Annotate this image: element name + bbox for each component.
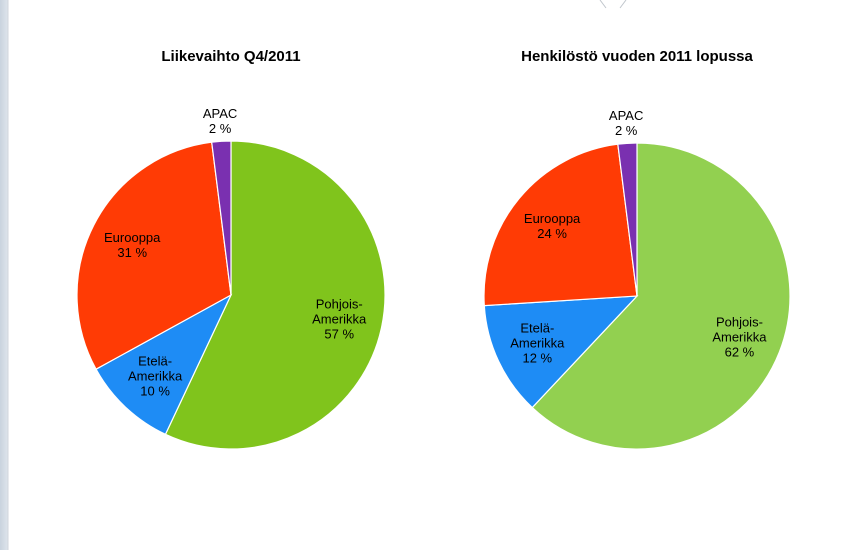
- pie-slice: [483, 143, 638, 307]
- slice-label: Pohjois-Amerikka 62 %: [704, 314, 774, 359]
- category-label: Etelä-Amerikka: [128, 353, 183, 384]
- category-label: Pohjois-Amerikka: [312, 296, 367, 327]
- category-label: APAC: [608, 108, 644, 124]
- pie-slice: [531, 142, 791, 450]
- tab-edge: [599, 0, 627, 9]
- pie-slice: [95, 293, 233, 436]
- chart-title: Henkilöstö vuoden 2011 lopussa: [521, 48, 753, 65]
- value-label: 12 %: [522, 350, 553, 366]
- category-label: Pohjois-Amerikka: [712, 314, 767, 345]
- category-label: APAC: [202, 106, 238, 122]
- category-label: Eurooppa: [523, 210, 581, 226]
- category-label: Eurooppa: [104, 229, 161, 245]
- value-label: 57 %: [324, 326, 355, 342]
- pie-slice: [483, 295, 639, 409]
- slice-label: Pohjois-Amerikka 57 %: [304, 297, 374, 342]
- value-label: 24 %: [537, 225, 567, 241]
- value-label: 10 %: [140, 383, 170, 399]
- slice-label: Etelä-Amerikka 10 %: [120, 353, 190, 398]
- slice-label: Eurooppa 24 %: [517, 211, 587, 241]
- slice-label: Eurooppa 31 %: [97, 230, 167, 260]
- value-label: 2 %: [208, 121, 232, 137]
- category-label: Etelä-Amerikka: [510, 320, 565, 351]
- slice-label: APAC 2 %: [185, 106, 255, 136]
- pie-slice: [617, 142, 638, 297]
- slice-label: APAC 2 %: [591, 108, 661, 138]
- pie-slice: [76, 141, 232, 371]
- chart-title: Liikevaihto Q4/2011: [161, 48, 301, 65]
- slice-label: Etelä-Amerikka 12 %: [502, 320, 572, 365]
- value-label: 31 %: [117, 244, 148, 260]
- value-label: 62 %: [724, 344, 755, 360]
- pie-slice: [211, 140, 232, 296]
- value-label: 2 %: [614, 123, 638, 139]
- pie-slice: [164, 140, 386, 450]
